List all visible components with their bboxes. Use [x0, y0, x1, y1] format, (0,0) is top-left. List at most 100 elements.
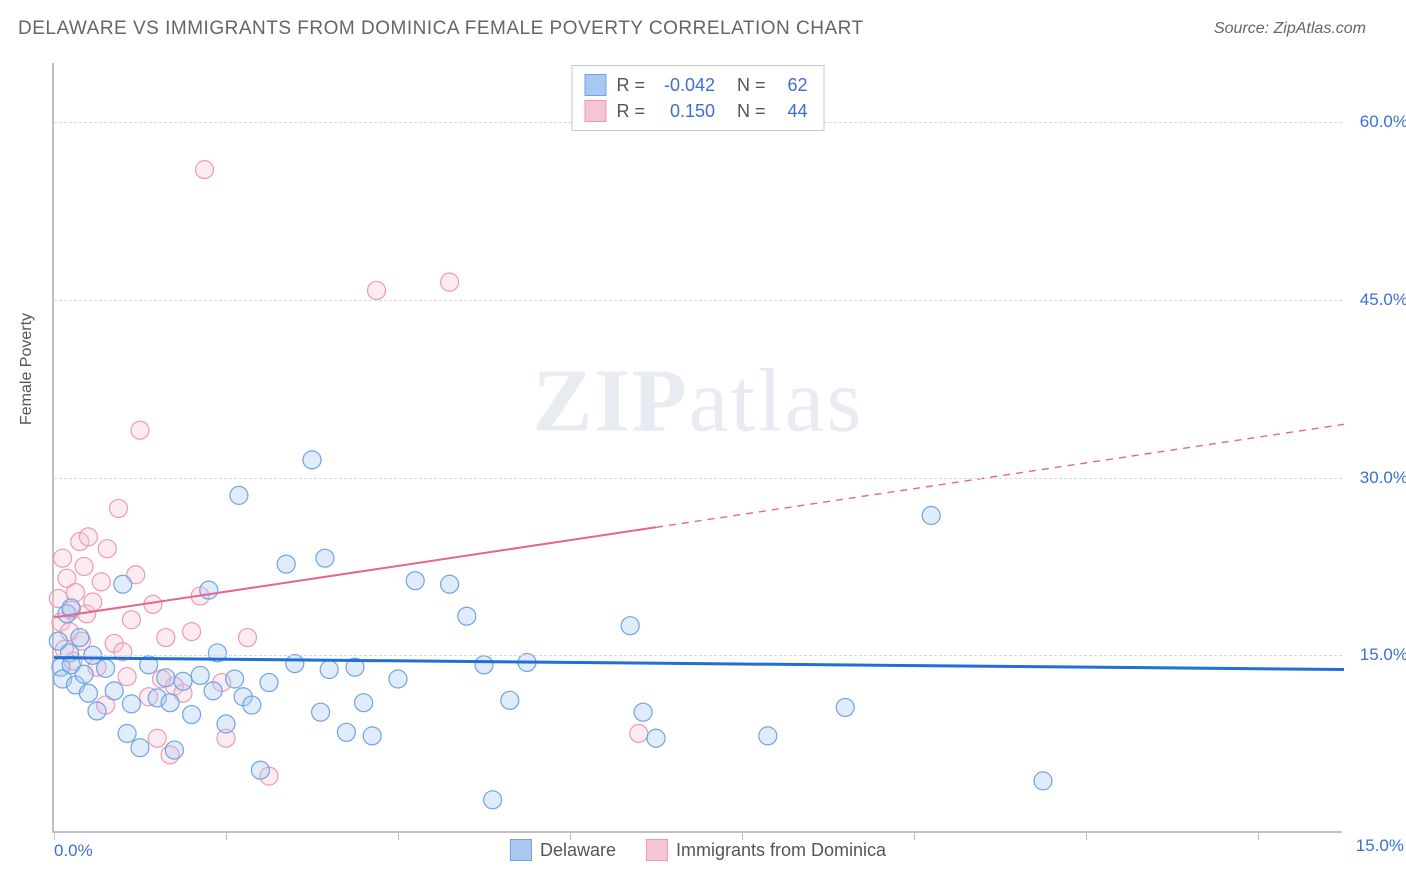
swatch-delaware — [510, 839, 532, 861]
data-point — [759, 727, 777, 745]
r-value-dominica: 0.150 — [655, 98, 715, 124]
y-axis-label: Female Poverty — [18, 313, 36, 425]
legend-item-delaware: Delaware — [510, 839, 616, 861]
n-label: N = — [737, 98, 766, 124]
correlation-chart: Female Poverty ZIPatlas R = -0.042 N = 6… — [30, 55, 1380, 855]
trend-line — [54, 658, 1344, 670]
gridline — [54, 300, 1342, 301]
data-point — [475, 656, 493, 674]
y-tick-label: 45.0% — [1360, 290, 1406, 310]
data-point — [243, 696, 261, 714]
data-point — [441, 575, 459, 593]
trend-line-extrapolated — [656, 424, 1344, 527]
data-point — [71, 629, 89, 647]
data-point — [368, 281, 386, 299]
data-point — [118, 724, 136, 742]
data-point — [204, 682, 222, 700]
data-point — [84, 593, 102, 611]
plot-area: ZIPatlas R = -0.042 N = 62 R = 0.150 N =… — [52, 63, 1342, 833]
source-attribution: Source: ZipAtlas.com — [1214, 20, 1366, 38]
data-point — [122, 695, 140, 713]
y-tick-label: 60.0% — [1360, 112, 1406, 132]
data-point — [98, 540, 116, 558]
legend-label-dominica: Immigrants from Dominica — [676, 840, 886, 861]
stats-row-delaware: R = -0.042 N = 62 — [584, 72, 807, 98]
data-point — [239, 629, 257, 647]
data-point — [316, 549, 334, 567]
data-point — [230, 486, 248, 504]
n-label: N = — [737, 72, 766, 98]
data-point — [303, 451, 321, 469]
x-tick — [54, 831, 55, 840]
data-point — [165, 741, 183, 759]
r-label: R = — [616, 72, 645, 98]
data-point — [131, 421, 149, 439]
data-point — [54, 549, 72, 567]
data-point — [79, 684, 97, 702]
data-point — [105, 682, 123, 700]
data-point — [320, 661, 338, 679]
data-point — [191, 666, 209, 684]
data-point — [75, 665, 93, 683]
x-tick — [914, 831, 915, 840]
data-point — [88, 702, 106, 720]
data-point — [458, 607, 476, 625]
data-point — [148, 729, 166, 747]
data-point — [634, 703, 652, 721]
data-point — [183, 706, 201, 724]
stats-legend: R = -0.042 N = 62 R = 0.150 N = 44 — [571, 65, 824, 131]
data-point — [363, 727, 381, 745]
data-point — [174, 672, 192, 690]
data-point — [161, 694, 179, 712]
data-point — [200, 581, 218, 599]
data-point — [1034, 772, 1052, 790]
x-tick — [226, 831, 227, 840]
data-point — [621, 617, 639, 635]
plot-svg — [54, 63, 1342, 831]
page-title: DELAWARE VS IMMIGRANTS FROM DOMINICA FEM… — [18, 18, 864, 40]
x-tick — [398, 831, 399, 840]
data-point — [157, 629, 175, 647]
data-point — [110, 499, 128, 517]
data-point — [337, 723, 355, 741]
bottom-legend: Delaware Immigrants from Dominica — [510, 839, 886, 861]
x-tick — [742, 831, 743, 840]
data-point — [389, 670, 407, 688]
n-value-delaware: 62 — [776, 72, 808, 98]
gridline — [54, 655, 1342, 656]
gridline — [54, 478, 1342, 479]
data-point — [114, 575, 132, 593]
data-point — [92, 573, 110, 591]
x-axis-min-label: 0.0% — [54, 841, 93, 861]
data-point — [131, 739, 149, 757]
x-tick — [570, 831, 571, 840]
data-point — [836, 698, 854, 716]
legend-item-dominica: Immigrants from Dominica — [646, 839, 886, 861]
legend-label-delaware: Delaware — [540, 840, 616, 861]
data-point — [355, 694, 373, 712]
data-point — [501, 691, 519, 709]
x-tick — [1258, 831, 1259, 840]
data-point — [251, 761, 269, 779]
swatch-dominica — [646, 839, 668, 861]
data-point — [406, 572, 424, 590]
swatch-dominica — [584, 100, 606, 122]
data-point — [196, 161, 214, 179]
r-value-delaware: -0.042 — [655, 72, 715, 98]
stats-row-dominica: R = 0.150 N = 44 — [584, 98, 807, 124]
y-tick-label: 15.0% — [1360, 645, 1406, 665]
data-point — [647, 729, 665, 747]
data-point — [157, 669, 175, 687]
n-value-dominica: 44 — [776, 98, 808, 124]
data-point — [217, 715, 235, 733]
x-axis-max-label: 15.0% — [1356, 836, 1404, 856]
data-point — [118, 668, 136, 686]
data-point — [286, 655, 304, 673]
data-point — [97, 659, 115, 677]
r-label: R = — [616, 98, 645, 124]
data-point — [441, 273, 459, 291]
data-point — [630, 724, 648, 742]
data-point — [122, 611, 140, 629]
data-point — [226, 670, 244, 688]
data-point — [277, 555, 295, 573]
